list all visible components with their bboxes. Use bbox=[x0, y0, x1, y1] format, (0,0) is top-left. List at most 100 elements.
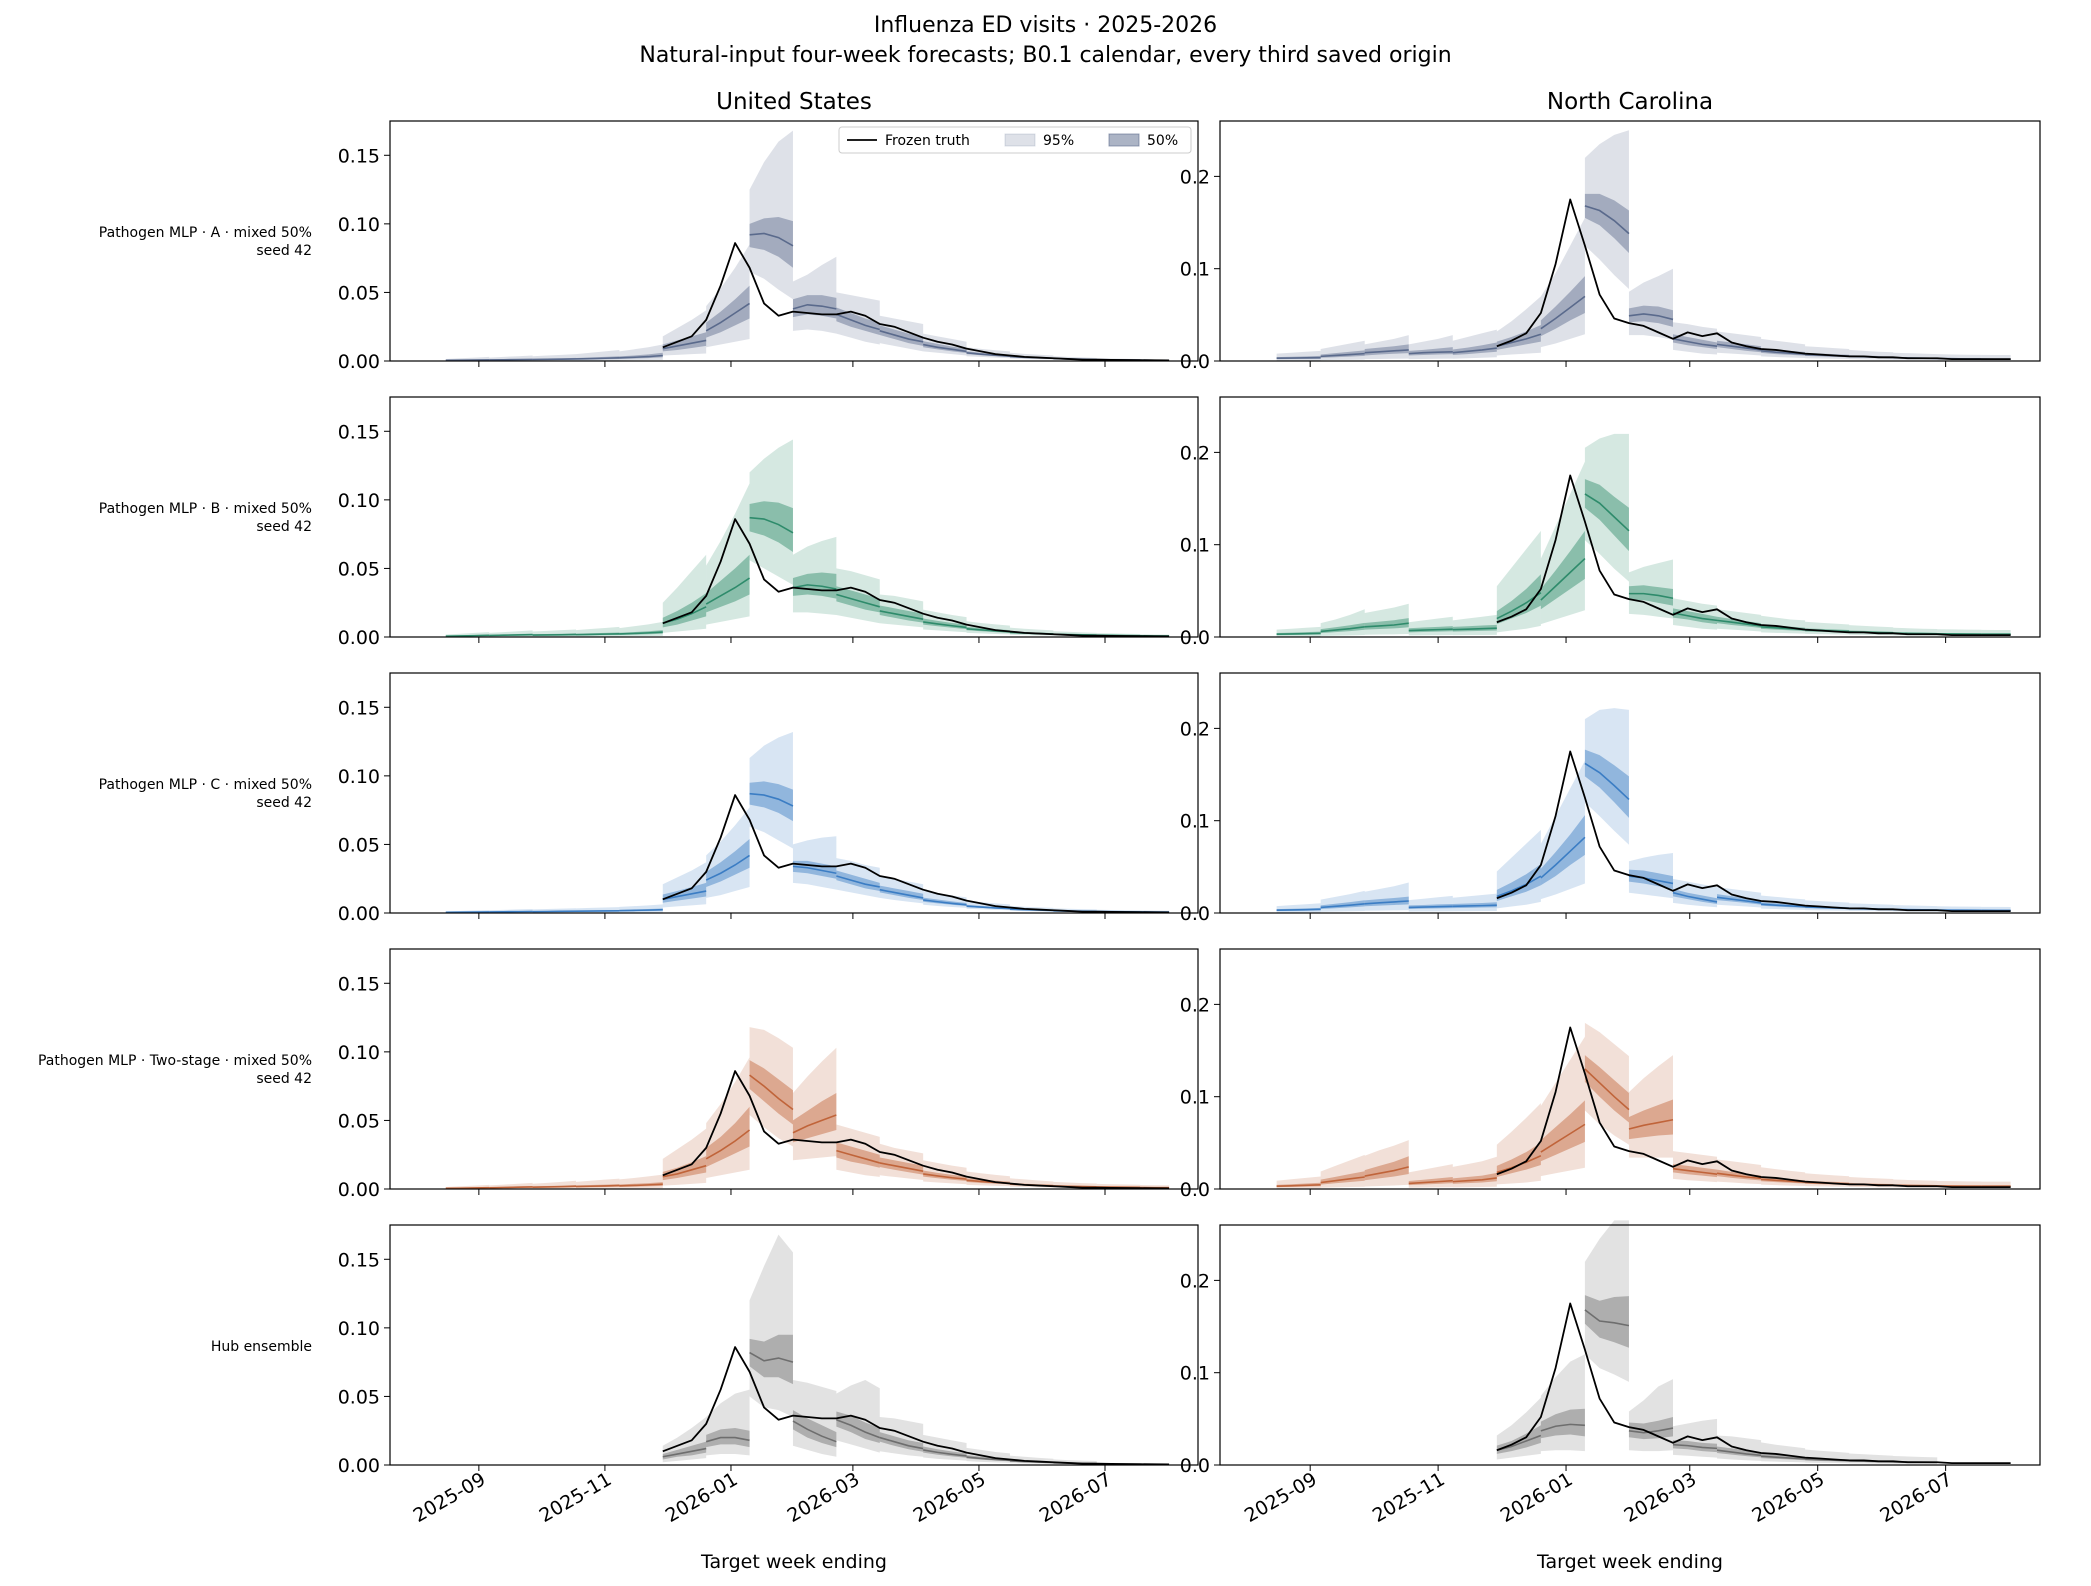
median-line-7 bbox=[1540, 295, 1586, 330]
legend-50-swatch bbox=[1108, 133, 1140, 147]
y-tick-label: 0.00 bbox=[338, 1455, 380, 1477]
row-label: Pathogen MLP · C · mixed 50% seed 42 bbox=[99, 777, 312, 811]
truth-line bbox=[1496, 474, 2011, 637]
x-tick-label: 2025-09 bbox=[410, 1468, 490, 1527]
median-line-5 bbox=[1452, 1177, 1497, 1183]
x-tick-label: 2026-07 bbox=[1036, 1468, 1116, 1527]
axes-frame bbox=[1219, 1224, 2041, 1466]
band-95-5 bbox=[1452, 614, 1497, 636]
median-line-1 bbox=[1276, 632, 1321, 636]
median-line-7 bbox=[1540, 1123, 1586, 1153]
y-tick-label: 0.05 bbox=[338, 282, 380, 304]
median-line-4 bbox=[1408, 905, 1453, 909]
x-tick-label: 2025-11 bbox=[536, 1468, 616, 1527]
median-line-2 bbox=[1320, 902, 1365, 909]
truth-line bbox=[662, 242, 1170, 362]
band-95-9 bbox=[1628, 559, 1673, 619]
y-tick-label: 0.05 bbox=[338, 558, 380, 580]
median-line-9 bbox=[1628, 592, 1674, 600]
median-line-3 bbox=[749, 1351, 794, 1363]
y-tick-label: 0.15 bbox=[338, 1249, 380, 1271]
median-line-7 bbox=[923, 1449, 967, 1457]
median-line-7 bbox=[1540, 557, 1586, 601]
legend-frame bbox=[838, 126, 1192, 154]
band-50-4 bbox=[1628, 1417, 1673, 1440]
median-line-3 bbox=[532, 1185, 577, 1189]
band-50-10 bbox=[1672, 1164, 1718, 1178]
median-line-8 bbox=[1584, 205, 1630, 235]
band-95-5 bbox=[836, 1379, 880, 1453]
median-line-1 bbox=[1276, 356, 1321, 360]
band-50-9 bbox=[1628, 305, 1673, 327]
truth-line bbox=[1496, 750, 2011, 913]
median-line-4 bbox=[1408, 1179, 1453, 1185]
median-line-11 bbox=[879, 888, 924, 899]
band-95-8 bbox=[1584, 130, 1629, 289]
median-line-10 bbox=[1672, 1167, 1718, 1176]
x-tick-label: 2026-05 bbox=[1748, 1468, 1828, 1527]
band-95-8 bbox=[749, 731, 793, 849]
median-line-9 bbox=[1628, 1118, 1674, 1130]
band-95-9 bbox=[1628, 268, 1673, 340]
median-line-2 bbox=[489, 633, 533, 637]
median-line-7 bbox=[705, 1129, 751, 1160]
band-95-7 bbox=[706, 1057, 750, 1179]
axes-frame bbox=[389, 948, 1199, 1190]
median-line-7 bbox=[705, 854, 751, 881]
band-50-9 bbox=[1628, 585, 1673, 606]
y-tick-label: 0.0 bbox=[1180, 627, 1210, 649]
panel-5-us: 0.00 0.05 0.10 0.15 2025-09 2025-11 2026-01 202… bbox=[338, 1224, 1199, 1573]
band-95-7 bbox=[706, 483, 750, 625]
band-95-6 bbox=[662, 554, 707, 633]
truth-line bbox=[662, 794, 1170, 914]
row-label-line2: seed 42 bbox=[256, 243, 312, 259]
band-95-6 bbox=[1496, 530, 1541, 633]
band-95-4 bbox=[1408, 335, 1453, 360]
median-line-4 bbox=[1628, 1427, 1674, 1434]
band-50-8 bbox=[749, 501, 793, 552]
y-tick-label: 0.05 bbox=[338, 834, 380, 856]
median-line-10 bbox=[836, 593, 880, 608]
median-line-12 bbox=[923, 621, 967, 629]
median-line-11 bbox=[879, 1162, 924, 1172]
y-tick-label: 0.2 bbox=[1180, 442, 1210, 464]
band-50-2 bbox=[1540, 1408, 1585, 1439]
median-line-7 bbox=[1761, 1455, 1806, 1460]
y-tick-label: 0.0 bbox=[1180, 1455, 1210, 1477]
band-95-8 bbox=[749, 439, 793, 585]
row-label-line1: Pathogen MLP · A · mixed 50% bbox=[99, 225, 312, 241]
band-95-10 bbox=[1672, 322, 1718, 355]
band-95-7 bbox=[1540, 1036, 1585, 1177]
median-line-6 bbox=[662, 1164, 707, 1178]
median-line-1 bbox=[1276, 908, 1321, 912]
band-95-10 bbox=[836, 568, 880, 624]
x-tick-label: 2026-07 bbox=[1876, 1468, 1956, 1527]
median-line-4 bbox=[1408, 350, 1453, 355]
y-tick-label: 0.15 bbox=[338, 697, 380, 719]
x-tick-label: 2025-09 bbox=[1241, 1468, 1321, 1527]
median-line-5 bbox=[1452, 347, 1497, 354]
legend-50-label: 50% bbox=[1147, 133, 1178, 149]
y-tick-label: 0.1 bbox=[1180, 1087, 1210, 1109]
band-95-3 bbox=[749, 1234, 793, 1417]
row-label-line1: Pathogen MLP · C · mixed 50% bbox=[99, 777, 312, 793]
band-95-9 bbox=[792, 1047, 837, 1161]
band-95-6 bbox=[1496, 296, 1541, 356]
median-line-9 bbox=[1628, 313, 1674, 321]
band-95-4 bbox=[1628, 1379, 1673, 1452]
median-line-1 bbox=[1276, 1184, 1321, 1188]
median-line-2 bbox=[1320, 626, 1365, 633]
median-line-1 bbox=[662, 1447, 707, 1458]
band-95-7 bbox=[1540, 461, 1585, 625]
x-axis-label: Target week ending bbox=[1536, 1551, 1723, 1573]
median-line-4 bbox=[792, 1420, 837, 1443]
panel-3-us: 0.00 0.05 0.10 0.15 bbox=[338, 672, 1199, 925]
band-50-6 bbox=[1496, 574, 1541, 625]
median-line-8 bbox=[749, 516, 794, 534]
y-tick-label: 0.0 bbox=[1180, 1179, 1210, 1201]
band-95-3 bbox=[1584, 1220, 1629, 1382]
median-line-1 bbox=[445, 634, 490, 637]
x-tick-label: 2026-01 bbox=[662, 1468, 742, 1527]
median-line-10 bbox=[836, 313, 880, 331]
median-line-11 bbox=[1716, 619, 1762, 627]
